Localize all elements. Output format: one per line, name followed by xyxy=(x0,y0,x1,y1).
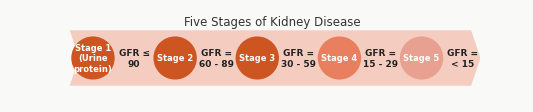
Text: GFR ≤
90: GFR ≤ 90 xyxy=(118,48,150,68)
Text: Five Stages of Kidney Disease: Five Stages of Kidney Disease xyxy=(184,16,361,29)
Circle shape xyxy=(154,37,197,80)
Text: Stage 1
(Urine
protein): Stage 1 (Urine protein) xyxy=(74,43,112,74)
Text: Stage 5: Stage 5 xyxy=(403,54,440,63)
Text: GFR =
30 - 59: GFR = 30 - 59 xyxy=(281,48,316,68)
Text: GFR =
60 - 89: GFR = 60 - 89 xyxy=(199,48,233,68)
Polygon shape xyxy=(70,31,480,86)
Text: Stage 4: Stage 4 xyxy=(321,54,358,63)
Text: Stage 3: Stage 3 xyxy=(239,54,276,63)
Circle shape xyxy=(71,37,115,80)
Text: GFR =
< 15: GFR = < 15 xyxy=(447,48,478,68)
Circle shape xyxy=(318,37,361,80)
Text: Stage 2: Stage 2 xyxy=(157,54,193,63)
Circle shape xyxy=(236,37,279,80)
Circle shape xyxy=(400,37,443,80)
Text: GFR =
15 - 29: GFR = 15 - 29 xyxy=(363,48,398,68)
